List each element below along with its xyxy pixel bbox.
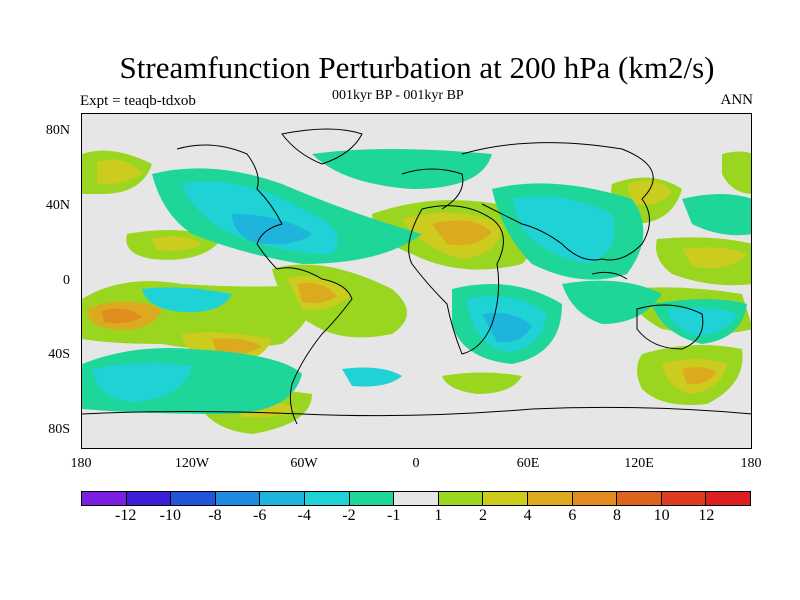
colorbar-swatch xyxy=(438,492,484,505)
colorbar-swatch xyxy=(349,492,395,505)
plot-title: Streamfunction Perturbation at 200 hPa (… xyxy=(119,50,715,85)
colorbar-tick-label: 12 xyxy=(698,507,715,524)
colorbar-tick-label: -2 xyxy=(342,507,356,524)
colorbar-tick-label: -4 xyxy=(297,507,311,524)
lat-label-80n: 80N xyxy=(45,123,70,138)
colorbar-swatch xyxy=(126,492,172,505)
map-field xyxy=(82,114,751,448)
colorbar-tick-label: 4 xyxy=(523,507,532,524)
colorbar-swatch xyxy=(260,492,305,505)
colorbar-swatch xyxy=(661,492,707,505)
experiment-label: Expt = teaqb-tdxob xyxy=(80,93,196,109)
colorbar-tick-label: -8 xyxy=(208,507,222,524)
colorbar-swatch xyxy=(82,492,127,505)
colorbar-swatch xyxy=(706,492,750,505)
colorbar-swatch xyxy=(304,492,350,505)
colorbar-swatch xyxy=(215,492,261,505)
positive-anomaly-regions xyxy=(82,150,751,434)
lon-label-180w: 180 xyxy=(70,456,92,471)
plot-subtitle: 001kyr BP - 001kyr BP xyxy=(332,88,464,103)
colorbar-swatch xyxy=(394,492,439,505)
lat-label-40s: 40S xyxy=(48,347,70,362)
coastlines xyxy=(82,128,751,425)
lon-label-60w: 60W xyxy=(290,456,318,471)
lat-label-40n: 40N xyxy=(45,198,70,213)
colorbar-swatch xyxy=(171,492,216,505)
map-panel xyxy=(81,113,752,449)
colorbar-swatch xyxy=(483,492,528,505)
lat-label-0: 0 xyxy=(63,273,70,288)
colorbar-tick-label: -6 xyxy=(252,507,267,524)
season-label: ANN xyxy=(720,92,754,108)
colorbar-tick-label: 1 xyxy=(434,507,443,524)
lon-label-120w: 120W xyxy=(174,456,210,471)
colorbar-tick-label: 8 xyxy=(613,507,621,524)
colorbar-tick-label: -10 xyxy=(159,507,181,524)
lon-label-0: 0 xyxy=(412,456,420,471)
lon-label-120e: 120E xyxy=(624,456,654,471)
lon-label-180e: 180 xyxy=(740,456,762,471)
colorbar-tick-label: -1 xyxy=(386,507,401,524)
colorbar-tick-label: -12 xyxy=(114,507,137,524)
colorbar-swatch xyxy=(572,492,618,505)
colorbar-swatch xyxy=(527,492,573,505)
colorbar-tick-label: 2 xyxy=(479,507,487,524)
colorbar-tick-label: 10 xyxy=(653,507,670,524)
negative-anomaly-regions xyxy=(82,149,751,414)
lat-label-80s: 80S xyxy=(48,422,70,437)
colorbar-swatch xyxy=(617,492,662,505)
lon-label-60e: 60E xyxy=(516,456,540,471)
colorbar-tick-label: 6 xyxy=(568,507,577,524)
colorbar xyxy=(81,491,751,506)
